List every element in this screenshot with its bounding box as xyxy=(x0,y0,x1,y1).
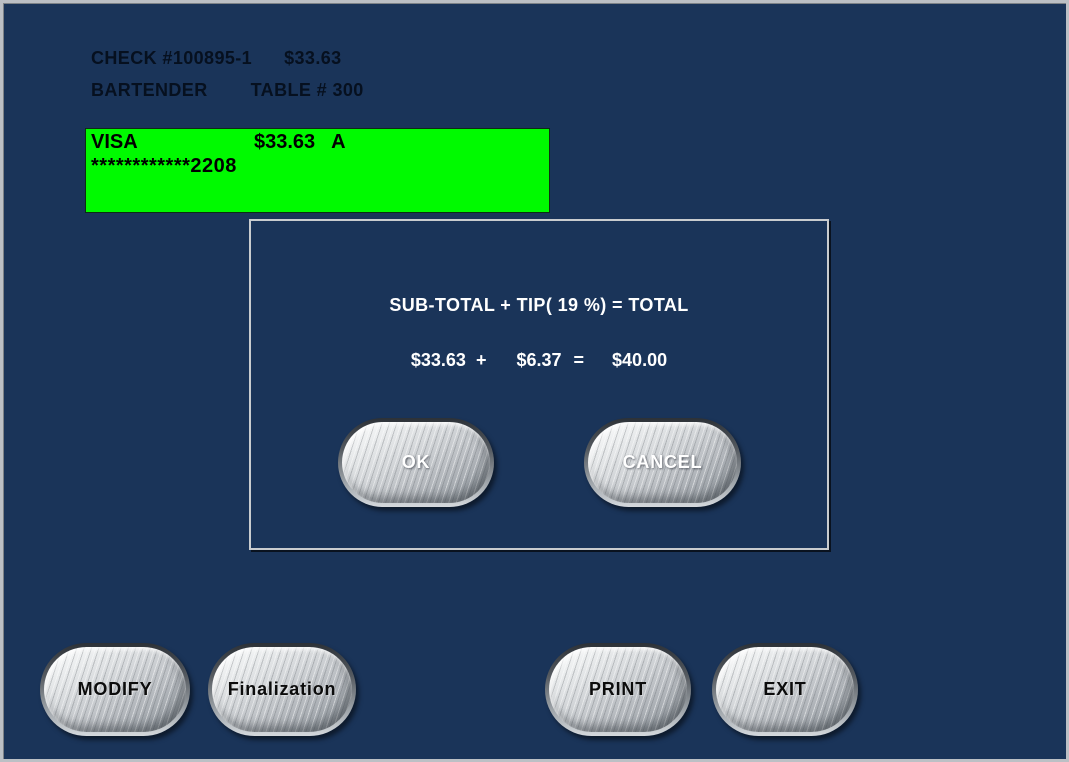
check-number: CHECK #100895-1 xyxy=(91,48,253,68)
tip-calculation-line: $33.63 + $6.37 = $40.00 xyxy=(251,350,827,371)
cancel-button[interactable]: CANCEL xyxy=(584,418,741,507)
ok-button[interactable]: OK xyxy=(338,418,494,507)
approval-flag: A xyxy=(331,131,346,153)
payment-line[interactable]: VISA $33.63 A ************2208 xyxy=(85,128,550,213)
payment-line-row1: VISA $33.63 A xyxy=(91,131,549,154)
print-button-label: PRINT xyxy=(549,647,687,732)
table-number: TABLE # 300 xyxy=(250,80,364,100)
payment-amount: $33.63 xyxy=(254,131,316,153)
card-type: VISA xyxy=(91,131,138,153)
finalization-button-label: Finalization xyxy=(212,647,352,732)
total-value: $40.00 xyxy=(612,350,668,370)
check-info-line: CHECK #100895-1 $33.63 xyxy=(91,48,364,69)
check-header: CHECK #100895-1 $33.63 BARTENDER TABLE #… xyxy=(91,48,364,101)
masked-card-number: ************2208 xyxy=(91,155,237,177)
finalization-button[interactable]: Finalization xyxy=(208,643,356,736)
server-table-line: BARTENDER TABLE # 300 xyxy=(91,80,364,101)
equals-operator: = xyxy=(573,350,585,370)
exit-button-label: EXIT xyxy=(716,647,854,732)
tip-value: $6.37 xyxy=(516,350,562,370)
exit-button[interactable]: EXIT xyxy=(712,643,858,736)
ok-button-label: OK xyxy=(342,422,490,503)
tip-formula-label: SUB-TOTAL + TIP( 19 %) = TOTAL xyxy=(389,295,689,315)
modify-button-label: MODIFY xyxy=(44,647,186,732)
subtotal-value: $33.63 xyxy=(410,350,466,370)
print-button[interactable]: PRINT xyxy=(545,643,691,736)
server-name: BARTENDER xyxy=(91,80,208,100)
check-amount: $33.63 xyxy=(284,48,342,68)
tip-dialog: SUB-TOTAL + TIP( 19 %) = TOTAL $33.63 + … xyxy=(249,219,829,550)
cancel-button-label: CANCEL xyxy=(588,422,737,503)
modify-button[interactable]: MODIFY xyxy=(40,643,190,736)
plus-operator: + xyxy=(475,350,487,370)
